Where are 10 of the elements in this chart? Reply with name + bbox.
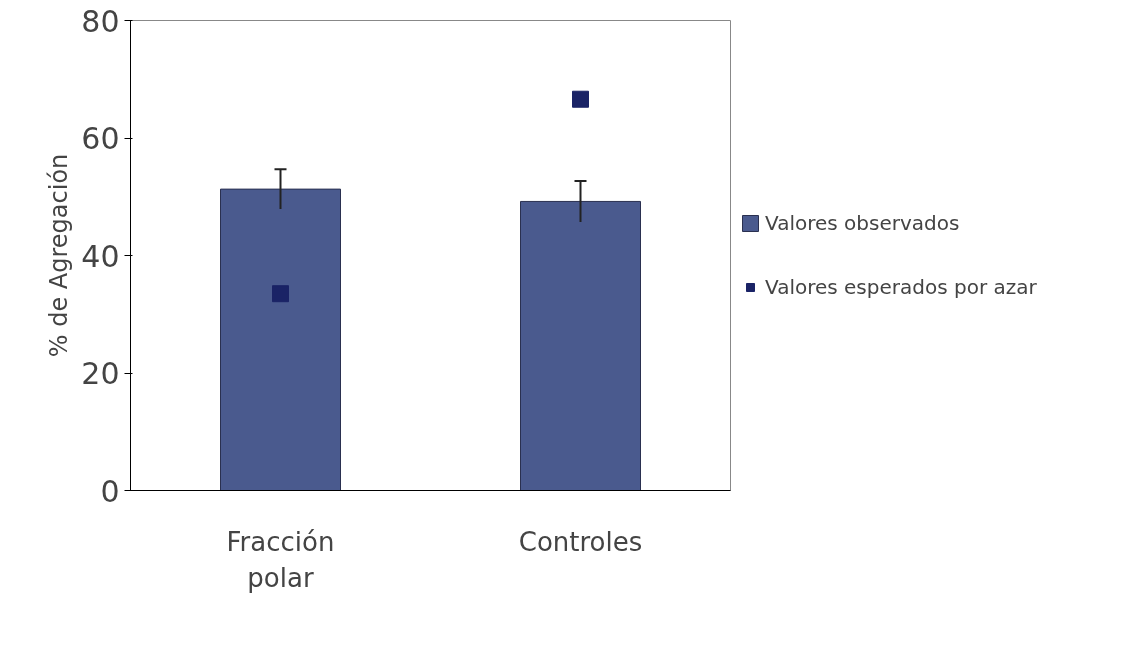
x-tick-label: Controles [518,526,643,557]
legend-label: Valores esperados por azar [765,275,1037,299]
y-tick-label: 0 [100,473,120,509]
y-tick-label: 80 [81,3,120,39]
x-tick-label: Fracción polar [226,526,335,593]
y-tick-label: 20 [81,356,120,391]
legend-label: Valores observados [765,211,960,235]
y-tick-label: 40 [81,238,120,274]
y-tick-label: 60 [81,121,120,156]
y-axis-title: % de Agregación [45,153,74,358]
